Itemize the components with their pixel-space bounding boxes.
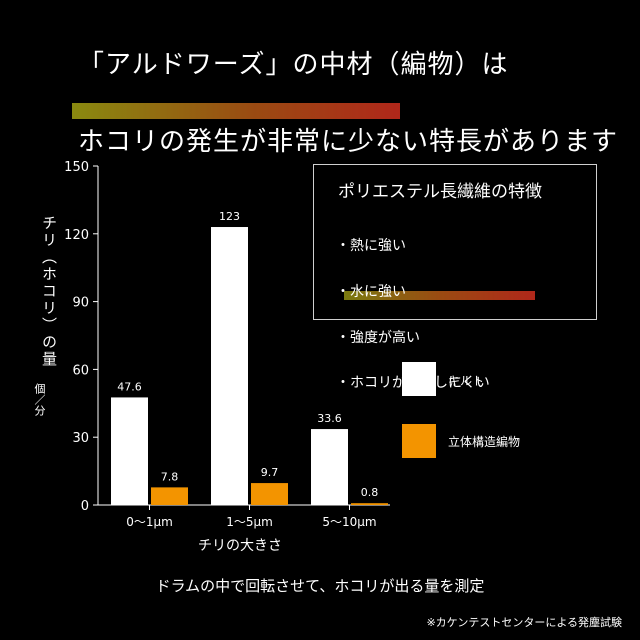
y-axis-unit: 個／分 (33, 383, 46, 416)
legend-label-3d-knit: 立体構造編物 (448, 435, 521, 449)
legend-label-quilt: キルト (448, 374, 485, 388)
y-tick-label: 30 (72, 431, 89, 446)
bar (311, 429, 348, 505)
bar-value-label: 9.7 (261, 466, 279, 479)
features-item: ・強度が高い (336, 330, 420, 346)
bar-value-label: 7.8 (161, 470, 179, 483)
bar-value-label: 0.8 (361, 486, 379, 499)
features-box: ポリエステル長繊維の特徴 ・熱に強い ・水に強い ・強度が高い ・ホコリが発生し… (313, 164, 597, 391)
bar-value-label: 33.6 (317, 412, 342, 425)
bar (351, 503, 388, 505)
bar (251, 483, 288, 505)
features-item: ・水に強い (336, 284, 406, 300)
x-tick-label: 0～1μm (126, 515, 173, 529)
bar-value-label: 47.6 (117, 380, 142, 393)
bar (151, 487, 188, 505)
x-tick-label: 5～10μm (322, 515, 376, 529)
y-tick-label: 90 (72, 296, 89, 311)
y-tick-label: 150 (64, 160, 89, 175)
features-highlight (344, 291, 535, 300)
legend-swatch-quilt (402, 362, 436, 396)
headline-line-1: 「アルドワーズ」の中材（編物）は (78, 50, 509, 80)
y-tick-label: 0 (81, 499, 89, 514)
features-title: ポリエステル長繊維の特徴 (338, 182, 542, 202)
y-tick-label: 120 (64, 228, 89, 243)
legend-swatch-3d-knit (402, 424, 436, 458)
bar-value-label: 123 (219, 210, 240, 223)
footnote: ※カケンテストセンターによる発塵試験 (426, 616, 622, 629)
headline-line-2: ホコリの発生が非常に少ない特長があります (78, 127, 619, 157)
y-tick-label: 60 (72, 363, 89, 378)
bar (211, 227, 248, 505)
features-item: ・熱に強い (336, 238, 406, 254)
x-tick-label: 1～5μm (226, 515, 273, 529)
bar (111, 397, 148, 505)
headline-highlight (72, 103, 400, 119)
test-caption: ドラムの中で回転させて、ホコリが出る量を測定 (155, 577, 485, 595)
features-item: ・ホコリが発生しにくい (336, 375, 490, 391)
y-axis-label: チリ（ホコリ）の量 (40, 215, 58, 368)
x-axis-label: チリの大きさ (198, 538, 282, 554)
